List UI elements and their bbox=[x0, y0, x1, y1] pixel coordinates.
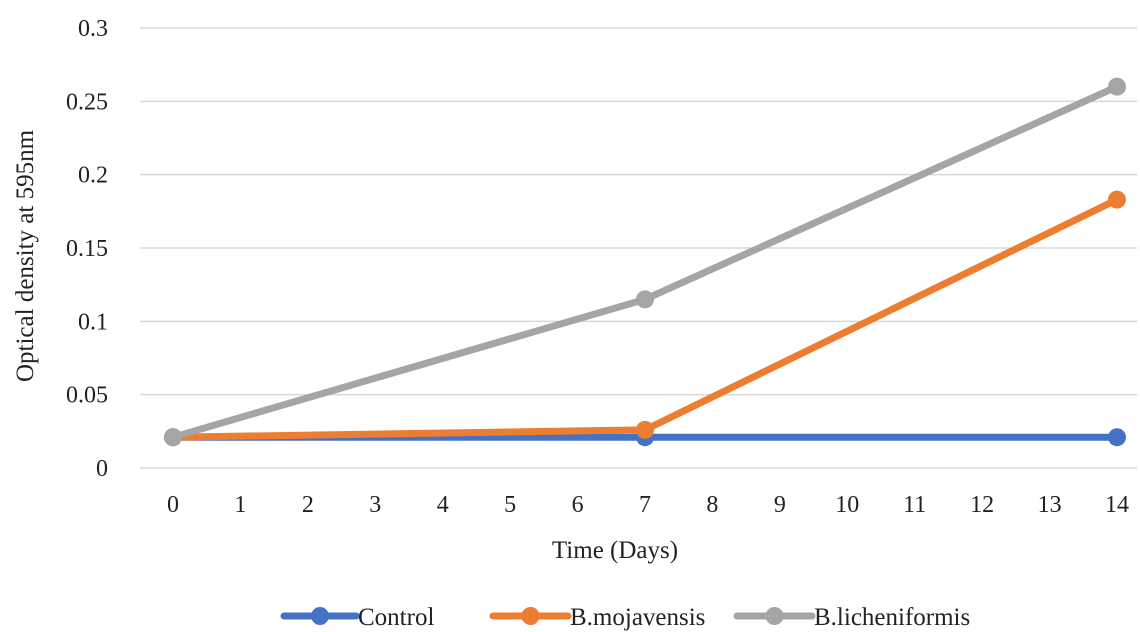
series-line bbox=[169, 196, 1121, 441]
y-tick-label: 0.1 bbox=[78, 309, 108, 335]
x-tick-label: 4 bbox=[437, 492, 449, 518]
x-tick-label: 9 bbox=[774, 492, 786, 518]
y-axis-title: Optical density at 595nm bbox=[12, 129, 39, 382]
legend-item: B.licheniformis bbox=[733, 604, 970, 631]
series-line bbox=[169, 83, 1121, 441]
data-point bbox=[1108, 428, 1126, 447]
x-axis-title: Time (Days) bbox=[552, 537, 678, 564]
legend-label: Control bbox=[358, 604, 434, 631]
x-tick-label: 6 bbox=[572, 492, 584, 518]
y-tick-label: 0.2 bbox=[78, 163, 108, 189]
x-tick-label: 11 bbox=[903, 492, 926, 518]
data-point bbox=[636, 420, 654, 439]
x-tick-label: 2 bbox=[302, 492, 314, 518]
x-tick-label: 8 bbox=[706, 492, 718, 518]
data-point bbox=[1108, 190, 1126, 209]
y-tick-label: 0.05 bbox=[66, 383, 108, 409]
x-tick-label: 13 bbox=[1038, 492, 1062, 518]
legend-item: B.mojavensis bbox=[489, 604, 705, 631]
series-2 bbox=[164, 77, 1126, 447]
x-tick-label: 3 bbox=[369, 492, 381, 518]
data-point bbox=[164, 428, 182, 447]
x-tick-label: 14 bbox=[1105, 492, 1129, 518]
legend-marker bbox=[311, 607, 329, 625]
series-1 bbox=[164, 190, 1126, 447]
legend-item: Control bbox=[280, 604, 434, 631]
y-tick-label: 0.25 bbox=[66, 89, 108, 115]
x-tick-label: 12 bbox=[970, 492, 994, 518]
y-tick-label: 0 bbox=[96, 456, 108, 482]
series-lines bbox=[164, 77, 1126, 447]
legend-label: B.licheniformis bbox=[814, 604, 970, 631]
x-tick-label: 10 bbox=[835, 492, 859, 518]
x-tick-label: 7 bbox=[639, 492, 651, 518]
x-tick-label: 0 bbox=[167, 492, 179, 518]
y-tick-label: 0.15 bbox=[66, 236, 108, 262]
x-tick-label: 5 bbox=[504, 492, 516, 518]
legend-label: B.mojavensis bbox=[570, 604, 705, 631]
legend-marker bbox=[521, 607, 540, 625]
y-axis-ticks: 0 0.05 0.1 0.15 0.2 0.25 0.3 bbox=[66, 16, 108, 482]
legend: Control B.mojavensis B.licheniformis bbox=[280, 604, 970, 631]
x-axis-ticks: 0 1 2 3 4 5 6 7 8 9 10 11 12 13 14 bbox=[167, 492, 1129, 518]
y-tick-label: 0.3 bbox=[78, 16, 108, 42]
data-point bbox=[636, 290, 654, 309]
x-tick-label: 1 bbox=[234, 492, 246, 518]
data-point bbox=[1108, 77, 1126, 96]
legend-marker bbox=[765, 607, 784, 625]
